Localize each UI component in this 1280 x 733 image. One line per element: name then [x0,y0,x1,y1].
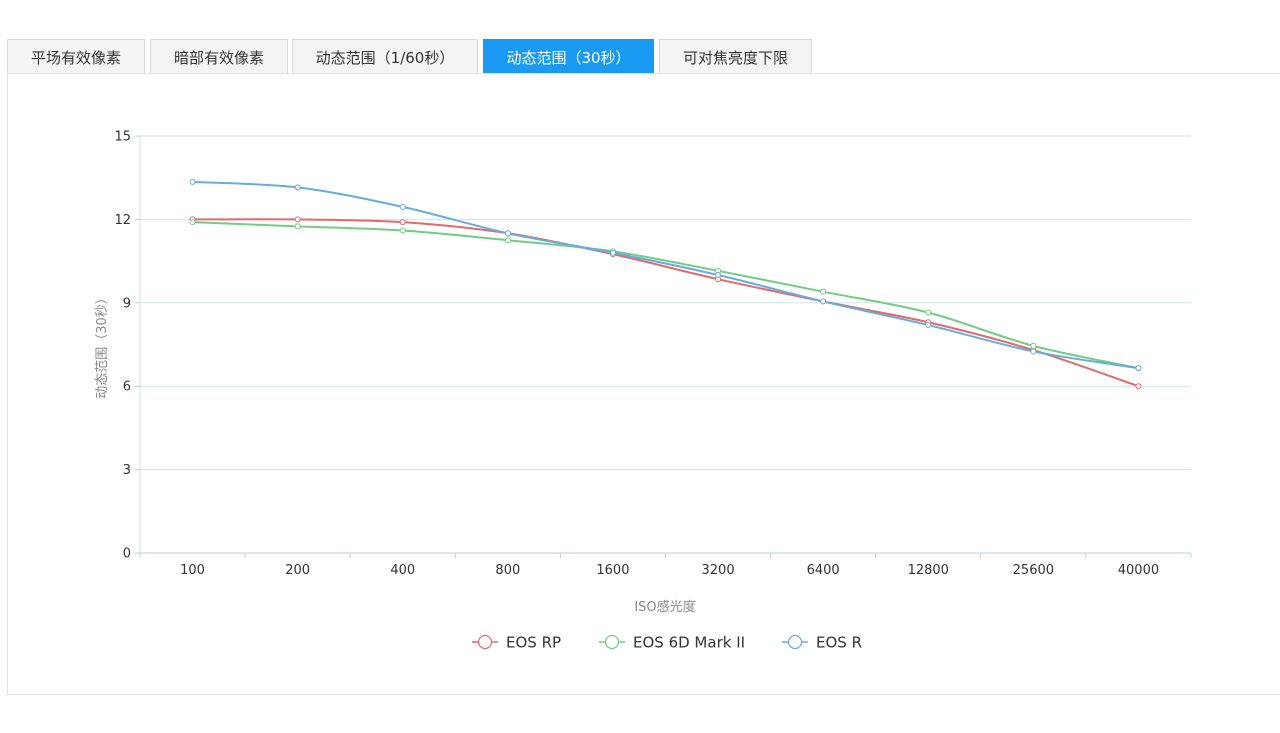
x-tick-label-25600: 25600 [1013,563,1054,578]
y-tick-label-3: 3 [123,463,131,478]
x-tick-label-3200: 3200 [702,563,735,578]
data-point-eos-r-6400[interactable] [820,298,827,305]
x-tick-label-800: 800 [495,563,520,578]
tab-focus-brightness-limit[interactable]: 可对焦亮度下限 [659,39,812,73]
data-point-eos-6d-mark-ii-25600[interactable] [1030,342,1037,349]
tab-dynamic-range-30s[interactable]: 动态范围（30秒） [483,39,654,75]
data-point-eos-r-1600[interactable] [609,249,616,256]
legend-label-eos-6d-mark-ii: EOS 6D Mark II [633,634,745,652]
y-tick-label-15: 15 [114,130,131,145]
x-axis-title: ISO感光度 [634,599,695,615]
data-point-eos-r-100[interactable] [189,178,196,185]
data-point-eos-r-12800[interactable] [925,322,932,329]
legend-item-eos-6d-mark-ii[interactable]: EOS 6D Mark II [599,634,745,652]
x-tick-label-6400: 6400 [807,563,840,578]
data-point-eos-r-40000[interactable] [1135,365,1142,372]
data-point-eos-rp-400[interactable] [399,219,406,226]
chart-panel [7,73,1280,695]
legend-item-eos-r[interactable]: EOS R [782,634,862,652]
y-tick-label-6: 6 [123,380,131,395]
data-point-eos-r-400[interactable] [399,203,406,210]
data-point-eos-6d-mark-ii-400[interactable] [399,227,406,234]
legend-marker-eos-rp [477,634,493,650]
legend-label-eos-r: EOS R [816,634,862,652]
data-point-eos-6d-mark-ii-6400[interactable] [820,288,827,295]
legend: EOS RP EOS 6D Mark II EOS R [472,634,862,652]
series-line-eos-r [192,180,1139,370]
data-point-eos-6d-mark-ii-100[interactable] [189,219,196,226]
y-tick-labels: 0 3 6 9 12 15 [114,130,140,562]
x-tick-label-200: 200 [285,563,310,578]
grid-lines [140,135,1191,471]
legend-marker-eos-r [787,634,803,650]
data-point-eos-r-3200[interactable] [715,272,722,278]
tab-dynamic-range-1-60[interactable]: 动态范围（1/60秒） [292,39,478,73]
x-tick-labels: 100 200 400 800 1600 3200 6400 12800 25600 40000 [139,553,1192,578]
y-tick-label-9: 9 [123,296,131,311]
data-point-eos-r-200[interactable] [294,184,301,191]
tab-shadow-pixels[interactable]: 暗部有效像素 [150,39,288,73]
data-point-eos-rp-40000[interactable] [1135,383,1142,390]
y-axis-title: 动态范围（30秒） [95,291,110,399]
legend-marker-eos-6d-mark-ii [604,634,620,650]
y-tick-label-12: 12 [114,213,131,228]
x-tick-label-40000: 40000 [1118,563,1159,578]
tab-flat-pixels[interactable]: 平场有效像素 [7,39,145,73]
series-line-eos-6d-mark-ii [192,221,1139,370]
series-lines [189,178,1142,390]
data-point-eos-r-25600[interactable] [1030,348,1037,355]
legend-item-eos-rp[interactable]: EOS RP [472,634,561,652]
series-line-eos-rp [192,218,1139,388]
data-point-eos-rp-200[interactable] [294,216,301,223]
data-point-eos-r-800[interactable] [504,230,511,237]
data-point-eos-6d-mark-ii-800[interactable] [504,237,511,244]
x-tick-label-1600: 1600 [596,563,629,578]
data-point-eos-6d-mark-ii-12800[interactable] [925,309,932,316]
x-tick-label-12800: 12800 [908,563,949,578]
y-tick-label-0: 0 [123,547,131,562]
x-tick-label-100: 100 [180,563,205,578]
x-tick-label-400: 400 [390,563,415,578]
legend-label-eos-rp: EOS RP [506,634,561,652]
data-point-eos-6d-mark-ii-200[interactable] [294,223,301,230]
